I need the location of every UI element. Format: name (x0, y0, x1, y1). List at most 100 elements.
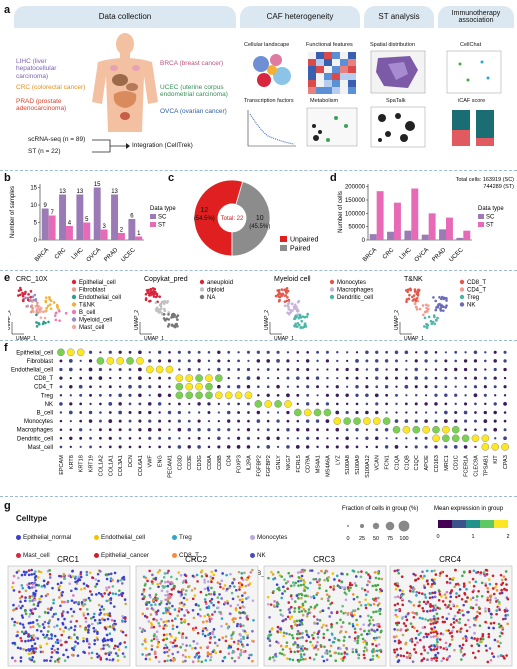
spatial-spot (111, 658, 115, 661)
dotplot-dot (128, 368, 132, 371)
spatial-spot (311, 644, 314, 647)
dotplot-dot (296, 376, 300, 380)
dotplot-dot (148, 385, 152, 389)
spatial-spot (154, 576, 158, 580)
spatial-spot (305, 647, 309, 651)
spatial-spot (106, 638, 110, 642)
spatial-spot (170, 588, 174, 591)
bar-value-label: 13 (111, 189, 118, 195)
spatial-spot (156, 582, 159, 586)
umap-legend-label: Epithelial_cell (79, 280, 116, 286)
dotplot-dot (404, 376, 408, 380)
umap-point (162, 307, 166, 311)
spatial-spot (279, 644, 283, 648)
spatial-spot (232, 620, 236, 624)
dotplot-dot (316, 394, 319, 397)
dotplot-dot (365, 393, 369, 398)
spatial-spot (435, 659, 438, 662)
spatial-spot (461, 574, 464, 578)
dotplot-dot (109, 376, 112, 380)
spatial-spot (485, 649, 488, 652)
dotplot-dot (59, 359, 63, 363)
spatial-spot (377, 596, 380, 600)
dotplot-dot (483, 376, 487, 380)
spatial-spot (393, 582, 397, 586)
bar-sc (93, 187, 101, 240)
dotplot-dot (432, 425, 440, 434)
spatial-spot (173, 608, 177, 611)
spatial-spot (304, 657, 307, 661)
dotplot-dot (217, 359, 221, 363)
dotplot-dot (405, 368, 408, 371)
dotplot-dot (375, 410, 379, 415)
spatial-spot (252, 618, 255, 622)
dotplot-dot (256, 376, 260, 380)
spatial-spot (171, 604, 174, 608)
dotplot-dot (108, 368, 112, 371)
spatial-spot (177, 609, 181, 613)
heatmap-cell (316, 59, 324, 66)
spatial-spot (421, 626, 425, 629)
bar-sc (41, 208, 49, 240)
spatial-spot (420, 658, 424, 662)
spatial-spot (154, 655, 158, 659)
spatial-spot (225, 573, 228, 577)
spatial-spot (484, 582, 487, 585)
dotplot-gene-label: C1QC (414, 455, 420, 470)
dotplot-dot (414, 419, 418, 423)
spatial-spot (86, 612, 90, 616)
spatial-spot (454, 568, 457, 572)
umap-point (170, 324, 174, 327)
spatial-spot (20, 573, 24, 577)
bar-sc (111, 194, 118, 240)
spatial-spot (209, 636, 212, 639)
umap-point (290, 302, 294, 305)
spatial-spot (272, 577, 275, 581)
dotplot-dot (217, 419, 220, 423)
dotplot-dot (434, 402, 438, 406)
spatial-spot (27, 621, 31, 625)
spatial-spot (288, 632, 291, 636)
dotplot-dot (244, 391, 253, 400)
spatial-spot (121, 652, 125, 655)
dotplot-dot (306, 436, 310, 440)
dotplot-dot (227, 350, 231, 354)
dotplot-gene-label: CD4 (227, 455, 233, 466)
spatial-spot (101, 617, 104, 621)
dotplot-dot (316, 445, 319, 449)
umap-point (162, 313, 166, 316)
spatial-spot (498, 625, 501, 629)
spatial-spot (449, 595, 453, 599)
dotplot-dot (89, 445, 92, 449)
umap-point (277, 288, 281, 292)
umap-point (56, 305, 59, 309)
spatial-spot (246, 617, 249, 621)
dotplot-dot (138, 410, 142, 415)
spatial-spot (223, 656, 226, 660)
spatial-spot (190, 589, 194, 592)
spatial-spot (167, 606, 170, 610)
dotplot-dot (385, 437, 388, 440)
dotplot-dot (79, 376, 82, 380)
spatial-spot (114, 652, 118, 655)
spatial-spot (18, 622, 22, 625)
spatial-spot (185, 589, 188, 592)
spatial-spot (401, 615, 405, 619)
spatial-spot (375, 649, 379, 653)
spatial-spot (301, 602, 305, 606)
spatial-spot (429, 592, 433, 595)
dotplot-dot (414, 385, 418, 389)
dotplot-dot (108, 350, 112, 354)
spatial-spot (212, 628, 216, 631)
spatial-sample-title: CRC2 (185, 555, 207, 564)
spatial-spot (452, 576, 455, 580)
umap-point (35, 308, 39, 311)
dotplot-dot (158, 428, 162, 432)
dotplot-dot (276, 411, 280, 414)
spatial-spot (27, 634, 30, 638)
spatial-spot (165, 650, 169, 654)
dotplot-dot (454, 419, 458, 423)
dotplot-dot (335, 385, 339, 389)
dotplot-dot (313, 408, 322, 417)
dotplot-dot (392, 425, 401, 434)
